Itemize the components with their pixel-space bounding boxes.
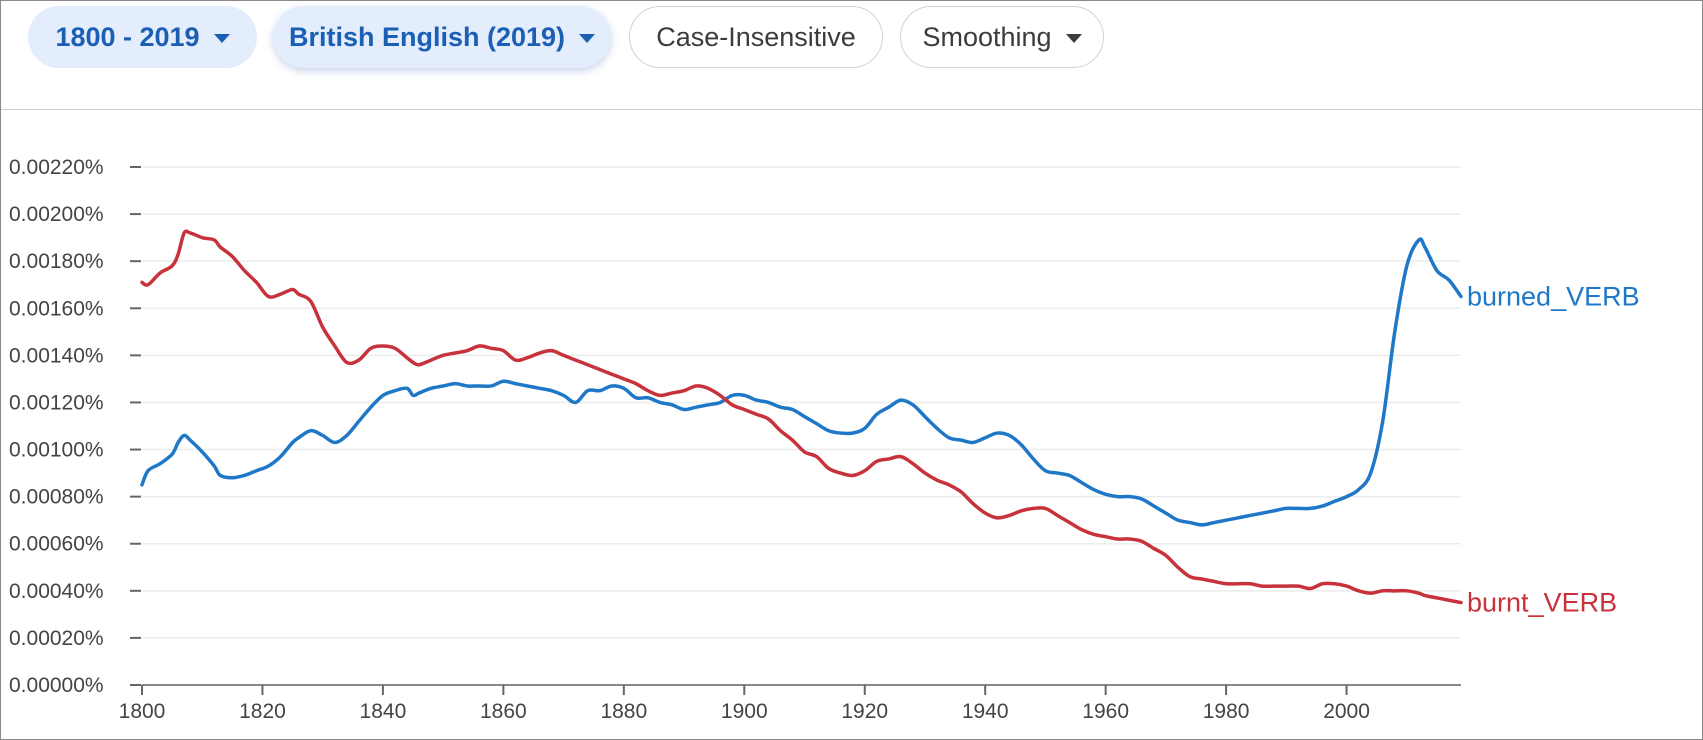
y-tick-label: 0.00220%: [9, 156, 104, 179]
x-tick-label: 1820: [239, 700, 286, 723]
series-line-burned_VERB[interactable]: [140, 237, 1463, 527]
chevron-down-icon: [213, 34, 230, 43]
y-tick-label: 0.00160%: [9, 297, 104, 320]
y-tick-label: 0.00180%: [9, 250, 104, 273]
series-lines: [140, 229, 1463, 605]
x-tick-label: 2000: [1323, 700, 1370, 723]
series-line-burnt_VERB[interactable]: [140, 229, 1463, 605]
smoothing-dropdown[interactable]: Smoothing: [900, 6, 1104, 68]
x-tick-label: 1860: [480, 700, 527, 723]
y-tick-label: 0.00000%: [9, 674, 104, 697]
corpus-label: British English (2019): [288, 21, 566, 52]
frequency-line-chart: 0.00000% 0.00020% 0.00040% 0.00060% 0.00080%…: [9, 156, 1640, 723]
query-options-bar: 1800 - 2019 British English (2019) Case-…: [1, 1, 1702, 110]
x-tick-label: 1940: [962, 700, 1009, 723]
smoothing-label: Smoothing: [922, 21, 1052, 52]
year-range-label: 1800 - 2019: [55, 21, 200, 52]
x-tick-label: 1920: [841, 700, 888, 723]
y-tick-label: 0.00040%: [9, 580, 104, 603]
y-tick-label: 0.00140%: [9, 344, 104, 367]
y-tick-label: 0.00200%: [9, 203, 104, 226]
x-tick-label: 1880: [600, 700, 647, 723]
x-tick-label: 1800: [119, 700, 166, 723]
case-insensitive-label: Case-Insensitive: [656, 21, 856, 52]
y-tick-label: 0.00060%: [9, 533, 104, 556]
gridlines: [142, 166, 1461, 639]
x-tick-label: 1840: [360, 700, 407, 723]
x-axis: 1800 1820 1840 1860 1880 1900 1920 1940 1960 1980…: [119, 684, 1461, 723]
series-label-burnt_VERB[interactable]: burnt_VERB: [1467, 588, 1617, 618]
corpus-dropdown[interactable]: British English (2019): [273, 6, 611, 68]
series-labels: burned_VERB burnt_VERB: [1467, 282, 1640, 618]
x-tick-label: 1980: [1203, 700, 1250, 723]
chevron-down-icon: [1065, 34, 1082, 43]
series-label-burned_VERB[interactable]: burned_VERB: [1467, 282, 1640, 312]
x-tick-label: 1900: [721, 700, 768, 723]
x-tick-label: 1960: [1082, 700, 1129, 723]
y-tick-label: 0.00100%: [9, 439, 104, 462]
case-insensitive-toggle[interactable]: Case-Insensitive: [629, 6, 883, 68]
y-tick-label: 0.00020%: [9, 627, 104, 650]
y-tick-label: 0.00120%: [9, 391, 104, 414]
y-axis: 0.00000% 0.00020% 0.00040% 0.00060% 0.00080%…: [9, 156, 141, 697]
chevron-down-icon: [579, 34, 596, 43]
year-range-dropdown[interactable]: 1800 - 2019: [28, 6, 257, 68]
y-tick-label: 0.00080%: [9, 486, 104, 509]
